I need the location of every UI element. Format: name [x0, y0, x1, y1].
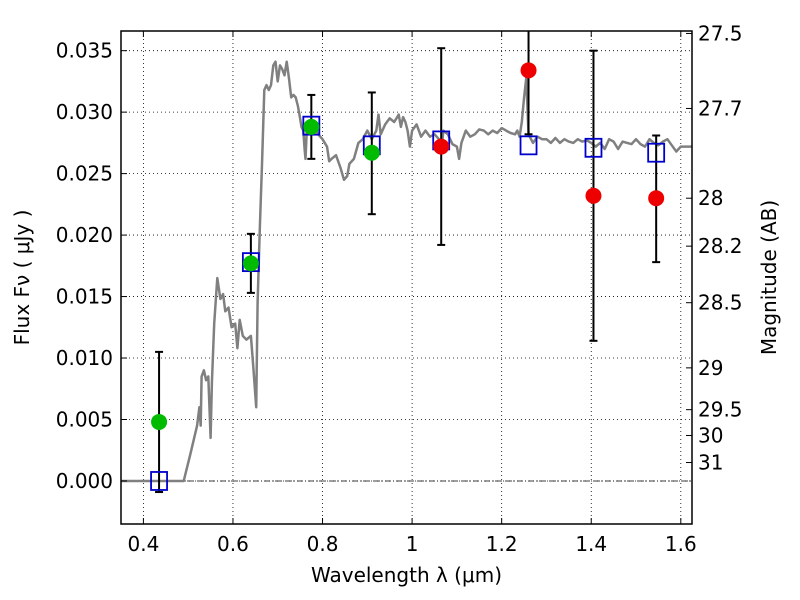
- magnitude-tick-label: 28.5: [698, 291, 743, 315]
- data-point: [585, 187, 602, 204]
- magnitude-tick-label: 30: [698, 423, 723, 447]
- error-bars: [155, 31, 661, 494]
- data-point: [363, 144, 380, 161]
- y-axis-label: Flux Fν ( μJy ): [10, 210, 34, 346]
- data-point: [648, 190, 665, 207]
- magnitude-tick-label: 28: [698, 186, 723, 210]
- magnitude-axis-label: Magnitude (AB): [757, 200, 781, 355]
- data-point: [242, 255, 259, 272]
- y-tick-label: 0.020: [56, 223, 113, 247]
- model-square: [519, 135, 538, 156]
- magnitude-axis-ticks: 27.5 27.7 28 28.2 28.5 29 29.530 31: [686, 21, 743, 475]
- data-points: [151, 62, 665, 430]
- magnitude-tick-label: 27.7: [698, 96, 743, 120]
- plot-frame: [120, 30, 693, 525]
- data-point: [433, 138, 450, 155]
- x-tick-label: 1.4: [575, 532, 607, 556]
- magnitude-tick-label: 28.2: [698, 234, 743, 258]
- data-point: [520, 62, 537, 79]
- x-tick-label: 0.6: [217, 532, 249, 556]
- x-tick-label: 0.8: [307, 532, 339, 556]
- x-axis-label: Wavelength λ (μm): [311, 563, 502, 587]
- magnitude-tick-label: 29: [698, 356, 723, 380]
- magnitude-tick-label: 31: [698, 451, 723, 475]
- grid-lines: [121, 31, 692, 524]
- y-tick-label: 0.010: [56, 346, 113, 370]
- magnitude-tick-label: 29.5: [698, 398, 743, 422]
- y-tick-label: 0.015: [56, 285, 113, 309]
- model-square: [647, 142, 666, 163]
- spectrum-path: [121, 60, 692, 483]
- spectrum-line: [121, 60, 692, 483]
- x-axis-ticks: 0.4 0.6 0.8 1 1.2 1.4 1.6: [127, 31, 697, 556]
- data-point: [151, 413, 168, 430]
- x-tick-label: 1.2: [486, 532, 518, 556]
- model-square: [150, 471, 168, 491]
- y-tick-label: 0.025: [56, 162, 113, 186]
- y-tick-label: 0.000: [56, 469, 113, 493]
- model-square: [584, 137, 603, 158]
- model-squares: [150, 115, 666, 491]
- y-axis-ticks: 0.000 0.005 0.010 0.015 0.020 0.025 0.030 0.035: [56, 39, 127, 493]
- x-tick-label: 0.4: [127, 532, 159, 556]
- y-tick-label: 0.005: [56, 407, 113, 431]
- data-point: [303, 118, 320, 135]
- magnitude-tick-label: 27.5: [698, 21, 743, 45]
- y-tick-label: 0.035: [56, 39, 113, 63]
- y-tick-label: 0.030: [56, 100, 113, 124]
- x-tick-label: 1.6: [665, 532, 697, 556]
- x-tick-label: 1: [406, 532, 419, 556]
